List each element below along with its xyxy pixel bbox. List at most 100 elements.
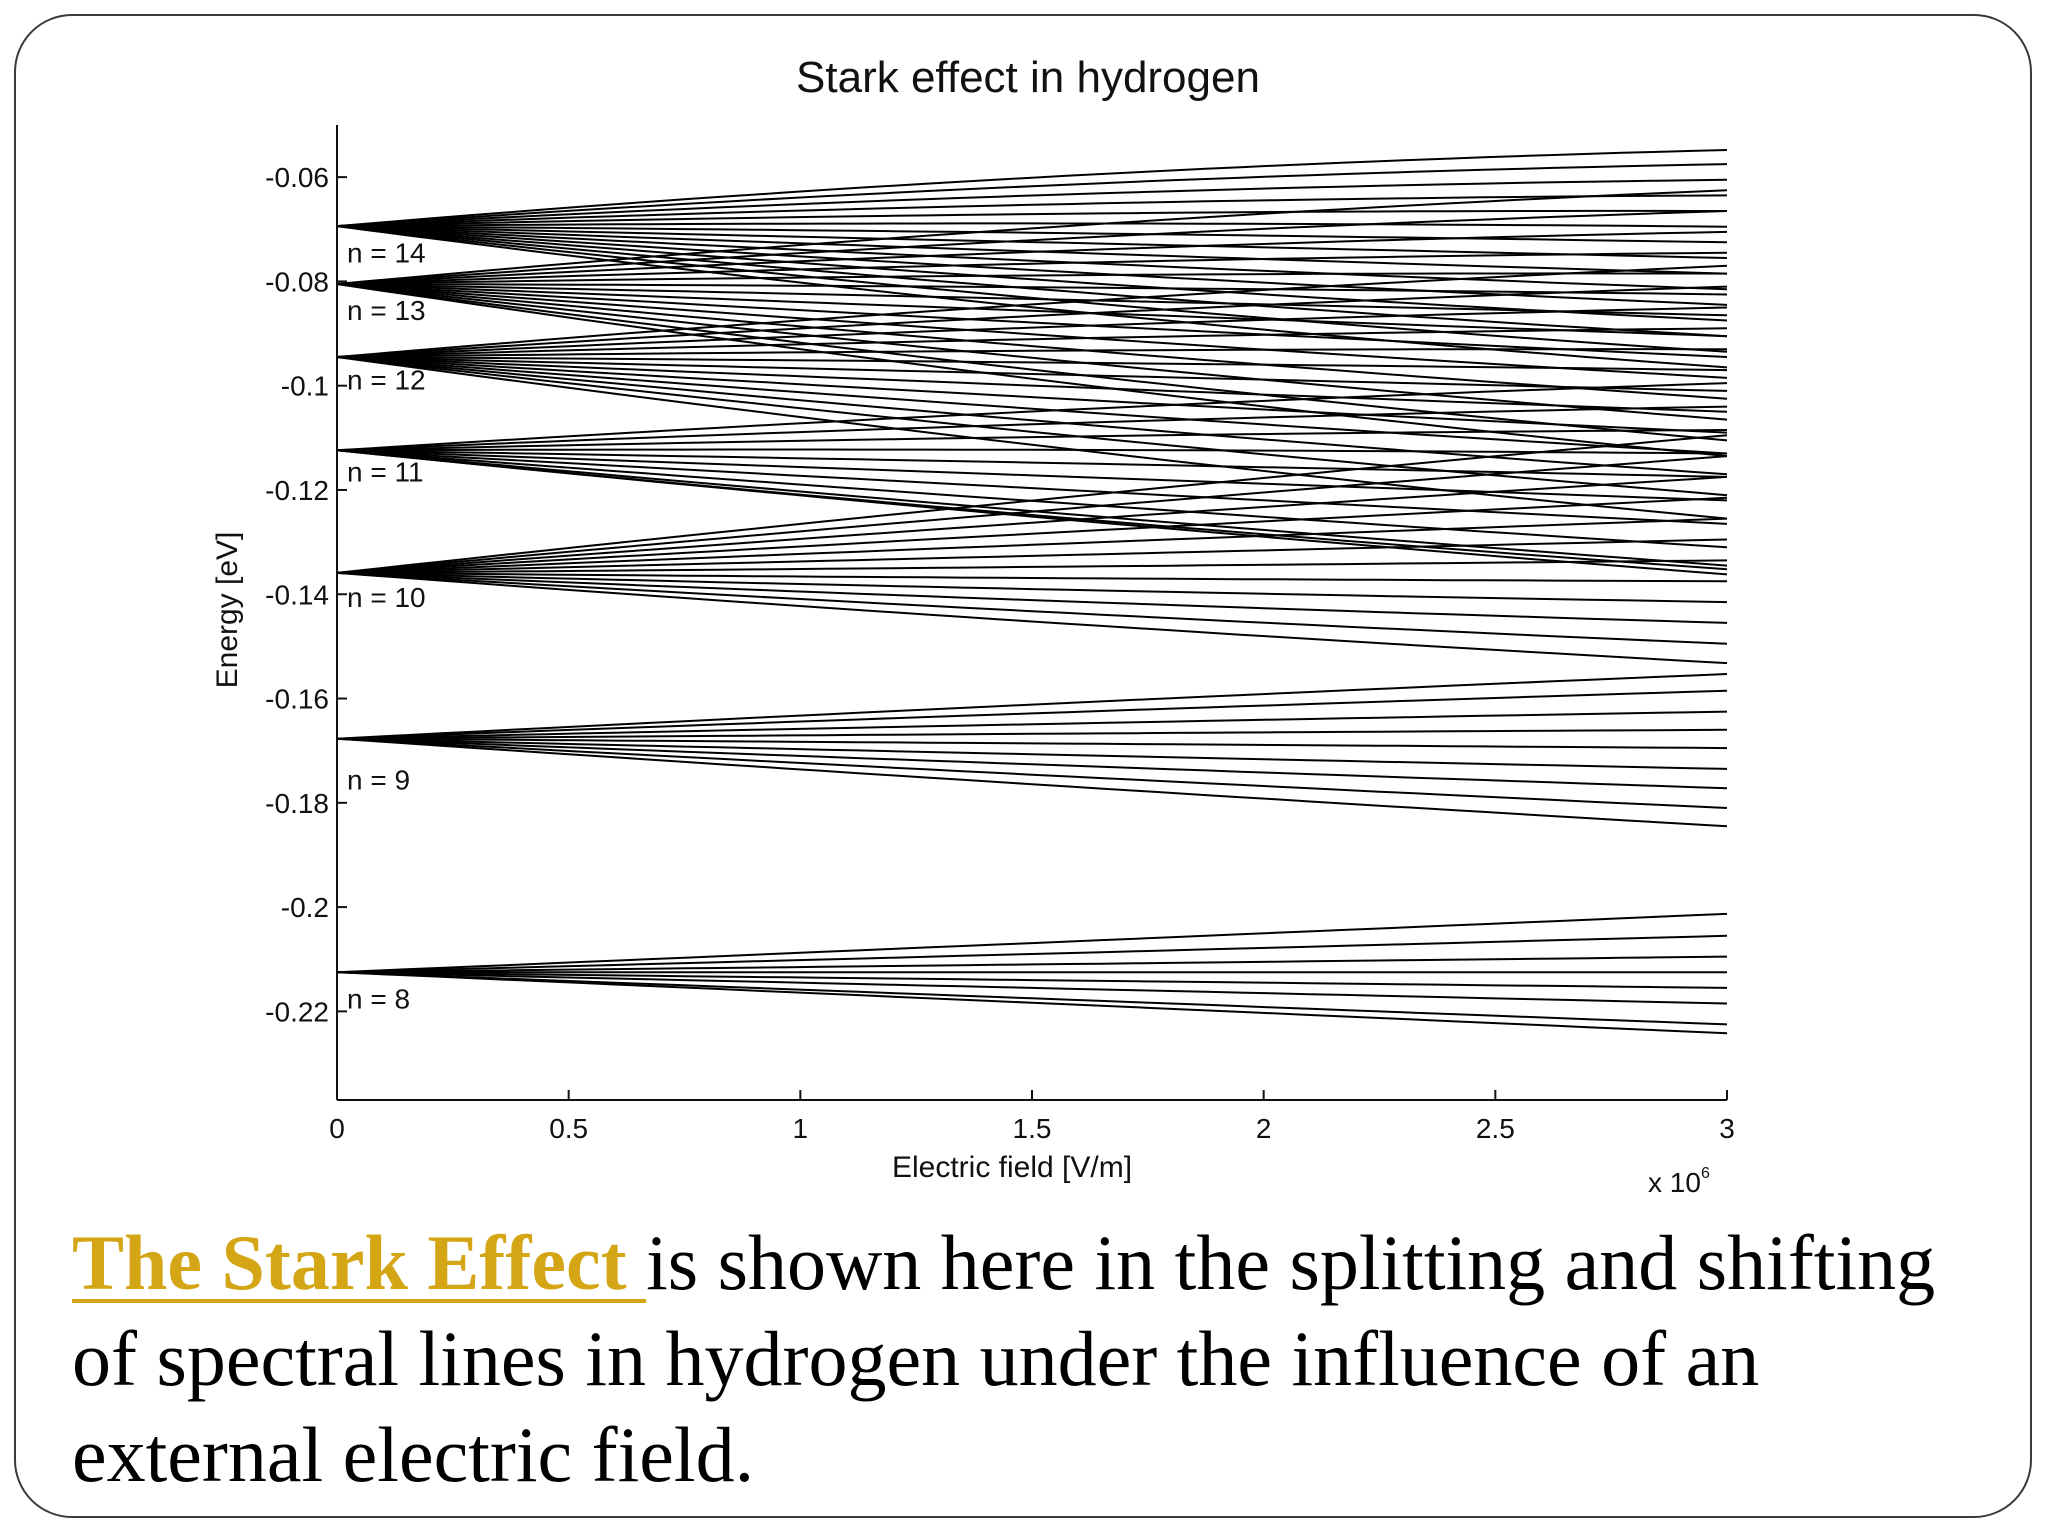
- series-line-11-4: [336, 449, 1728, 478]
- series-line-12-0: [336, 264, 1728, 358]
- series-line-12-7: [336, 356, 1728, 413]
- series-line-10-3: [336, 496, 1728, 574]
- x-axis-label: Electric field [V/m]: [892, 1151, 1132, 1184]
- series-line-11-7: [336, 449, 1728, 549]
- series-line-13-9: [336, 283, 1728, 379]
- series-line-9-5: [336, 737, 1728, 770]
- manifold-label: n = 11: [347, 457, 424, 488]
- x-axis-multiplier-exponent: 6: [1701, 1165, 1710, 1182]
- series-line-14-9: [336, 225, 1728, 291]
- series-line-14-10: [336, 225, 1728, 306]
- manifold-label: n = 14: [347, 238, 426, 269]
- slide-caption: The Stark Effect is shown here in the sp…: [72, 1215, 1992, 1503]
- series-line-13-3: [336, 251, 1728, 285]
- series-line-14-13: [336, 225, 1728, 353]
- series-line-8-0: [336, 912, 1728, 974]
- series-line-14-0: [336, 149, 1728, 228]
- x-tick-label: 1: [793, 1113, 809, 1144]
- series-line-14-7: [336, 225, 1728, 259]
- series-line-11-6: [336, 449, 1728, 525]
- series-line-9-1: [336, 689, 1728, 740]
- series-line-12-12: [336, 356, 1728, 520]
- series-line-13-4: [336, 272, 1728, 285]
- series-line-10-10: [336, 571, 1728, 645]
- series-line-10-6: [336, 559, 1728, 574]
- y-tick-label: -0.1: [281, 371, 329, 402]
- series-line-11-3: [336, 448, 1728, 455]
- x-tick-label: 2.5: [1476, 1113, 1515, 1144]
- stark-effect-chart: Stark effect in hydrogen 0 0.5 1 1.5 2 2.5 3 -0…: [211, 53, 1735, 1198]
- chart-title: Stark effect in hydrogen: [796, 53, 1260, 102]
- series-line-12-2: [336, 306, 1728, 358]
- series-line-9-3: [336, 728, 1728, 740]
- x-tick-label: 3: [1719, 1113, 1735, 1144]
- caption-text: is shown here in the splitting and shift…: [72, 1219, 1936, 1498]
- y-tick-label: -0.22: [265, 996, 329, 1027]
- chart-axes: 0 0.5 1 1.5 2 2.5 3 -0.06 -0.08 -0.1 -0.12 -0.14 -0.…: [265, 125, 1735, 1144]
- series-line-8-5: [336, 971, 1728, 1005]
- y-tick-label: -0.16: [265, 684, 329, 715]
- series-line-10-4: [336, 517, 1728, 574]
- series-line-13-12: [336, 283, 1728, 442]
- series-line-13-11: [336, 283, 1728, 421]
- series-line-14-14: [336, 225, 1728, 369]
- series-line-8-1: [336, 934, 1728, 974]
- y-tick-label: -0.14: [265, 579, 329, 610]
- series-line-13-10: [336, 283, 1728, 400]
- manifold-label: n = 12: [347, 364, 426, 395]
- series-line-13-13: [336, 283, 1728, 458]
- series-line-14-8: [336, 225, 1728, 275]
- series-line-13-0: [336, 189, 1728, 285]
- y-tick-label: -0.2: [281, 892, 329, 923]
- series-line-14-6: [336, 225, 1728, 244]
- series-line-14-5: [336, 222, 1728, 228]
- series-line-12-8: [336, 356, 1728, 434]
- series-line-13-7: [336, 283, 1728, 338]
- series-line-11-5: [336, 449, 1728, 502]
- series-line-10-8: [336, 571, 1728, 604]
- series-line-11-0: [336, 382, 1728, 452]
- series-line-11-8: [336, 449, 1728, 567]
- series-line-8-4: [336, 971, 1728, 989]
- series-line-10-7: [336, 571, 1728, 583]
- manifold-labels: n = 8 n = 9 n = 10 n = 11 n = 12 n = 13 n = 14: [347, 238, 426, 1015]
- series-line-12-10: [336, 356, 1728, 476]
- series-line-12-3: [336, 327, 1728, 358]
- series-line-9-0: [336, 673, 1728, 740]
- x-tick-label: 2: [1256, 1113, 1272, 1144]
- stark-effect-link[interactable]: The Stark Effect: [72, 1219, 647, 1306]
- series-line-13-6: [336, 283, 1728, 317]
- y-tick-label: -0.18: [265, 788, 329, 819]
- series-line-12-9: [336, 356, 1728, 455]
- series-line-14-12: [336, 225, 1728, 338]
- manifold-label: n = 8: [347, 983, 410, 1014]
- y-tick-label: -0.12: [265, 475, 329, 506]
- y-tick-label: -0.06: [265, 162, 329, 193]
- series-line-9-8: [336, 737, 1728, 828]
- manifold-label: n = 13: [347, 295, 426, 326]
- series-line-10-5: [336, 538, 1728, 574]
- x-tick-label: 0.5: [549, 1113, 588, 1144]
- manifold-label: n = 10: [347, 582, 426, 613]
- series-line-13-5: [336, 283, 1728, 296]
- series-line-10-0: [336, 434, 1728, 574]
- series-line-12-6: [336, 356, 1728, 392]
- series-line-13-8: [336, 283, 1728, 358]
- y-tick-label: -0.08: [265, 266, 329, 297]
- series-line-14-1: [336, 163, 1728, 228]
- series-line-11-10: [336, 449, 1728, 571]
- series-line-8-7: [336, 971, 1728, 1035]
- series-line-11-1: [336, 405, 1728, 452]
- series-line-14-2: [336, 178, 1728, 228]
- series-line-9-7: [336, 737, 1728, 809]
- series-line-14-4: [336, 209, 1727, 228]
- x-axis-multiplier: x 106: [1648, 1165, 1710, 1198]
- series-line-14-3: [336, 194, 1728, 228]
- series-line-10-11: [336, 571, 1728, 665]
- manifold-label: n = 9: [347, 764, 410, 795]
- series-line-13-1: [336, 210, 1728, 285]
- series-line-9-6: [336, 737, 1728, 790]
- series-line-9-2: [336, 710, 1728, 740]
- series-line-8-6: [336, 971, 1728, 1026]
- energy-level-lines: [336, 149, 1728, 1035]
